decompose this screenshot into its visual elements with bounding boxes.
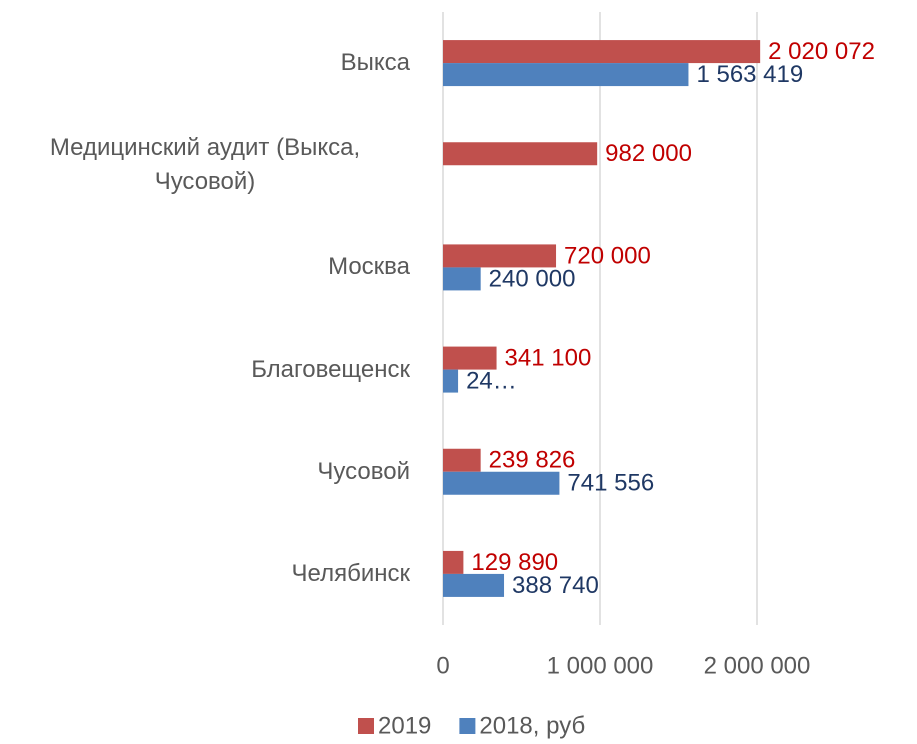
bar <box>443 448 481 472</box>
bar <box>443 346 497 370</box>
category-label-box: Медицинский аудит (Выкса, Чусовой) <box>49 134 361 196</box>
legend-swatch <box>358 718 374 734</box>
data-label: 2 020 072 <box>768 38 875 65</box>
bar <box>443 244 557 268</box>
x-tick-label: 2 000 000 <box>704 652 811 679</box>
data-label: 129 890 <box>471 549 558 576</box>
bar <box>443 40 761 64</box>
bar <box>443 142 598 166</box>
bar <box>443 267 481 291</box>
data-label: 982 000 <box>605 140 692 167</box>
category-label-box: Выкса <box>340 49 410 77</box>
x-tick-label: 1 000 000 <box>547 652 654 679</box>
data-label: 240 000 <box>489 265 576 292</box>
y-tick-label: Выкса <box>340 49 410 77</box>
bar <box>443 471 560 495</box>
y-tick-label: Москва <box>328 253 410 281</box>
category-label-box: Москва <box>328 253 410 281</box>
bar <box>443 369 459 393</box>
legend-swatch <box>459 718 476 734</box>
bar <box>443 573 505 597</box>
y-tick-label: Медицинский аудит (Выкса, Чусовой) <box>49 134 361 196</box>
y-tick-label: Благовещенск <box>251 355 410 383</box>
data-label: 341 100 <box>505 344 592 371</box>
category-label-box: Челябинск <box>291 559 410 587</box>
data-label: 239 826 <box>489 447 576 474</box>
category-label-box: Благовещенск <box>251 355 410 383</box>
x-tick-label: 0 <box>436 652 449 679</box>
legend-label: 2018, руб <box>479 712 585 739</box>
data-label: 388 740 <box>512 572 599 599</box>
category-label-box: Чусовой <box>317 457 410 485</box>
legend-label: 2019 <box>378 712 431 739</box>
bar <box>443 550 464 574</box>
data-label: 741 556 <box>567 470 654 497</box>
data-label: 1 563 419 <box>696 61 803 88</box>
y-tick-label: Чусовой <box>317 457 410 485</box>
bar <box>443 63 689 87</box>
data-label: 24… <box>466 367 517 394</box>
y-tick-label: Челябинск <box>291 559 410 587</box>
data-label: 720 000 <box>564 242 651 269</box>
